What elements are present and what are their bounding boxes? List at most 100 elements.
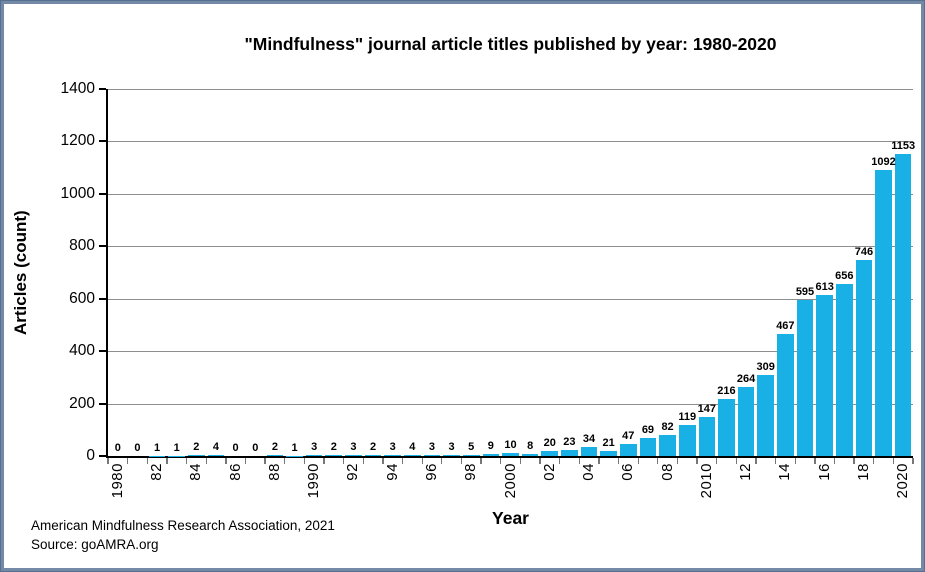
bar-value-label: 119	[678, 410, 697, 423]
x-tick	[912, 458, 914, 464]
x-tick-label: 02	[540, 463, 558, 481]
y-tick-label: 1000	[60, 184, 95, 202]
bar-value-label: 0	[114, 442, 121, 454]
bar-value-label: 0	[232, 442, 239, 454]
y-tick	[99, 140, 106, 143]
x-tick-label: 2000	[501, 463, 519, 499]
bar-value-label: 1092	[871, 155, 896, 168]
bar-value-label: 20	[543, 436, 556, 449]
x-tick-label: 1980	[108, 463, 126, 499]
y-tick-label: 200	[69, 394, 95, 412]
bar-value-label: 467	[776, 319, 795, 332]
bar-1994	[384, 455, 401, 456]
x-tick-label: 12	[737, 463, 755, 481]
y-tick	[99, 402, 106, 405]
bar-value-label: 3	[389, 441, 396, 454]
bar-1993	[364, 455, 382, 456]
y-tick-label: 800	[69, 237, 95, 255]
bar-2012	[737, 386, 755, 456]
x-tick-label: 86	[226, 463, 244, 481]
x-tick	[343, 458, 345, 464]
x-tick-label: 88	[265, 463, 283, 481]
bar-value-label: 21	[602, 436, 615, 449]
x-tick	[716, 458, 718, 464]
x-tick-label: 2010	[697, 463, 715, 499]
bar-2008	[659, 434, 676, 456]
bar-value-label: 309	[756, 361, 775, 373]
x-tick-label: 92	[344, 463, 362, 481]
x-tick	[853, 458, 855, 464]
x-tick-label: 84	[187, 463, 205, 481]
y-tick	[99, 245, 106, 248]
bar-value-label: 47	[622, 429, 635, 442]
gridline	[108, 89, 913, 90]
x-tick	[225, 458, 227, 464]
bar-2011	[718, 399, 735, 456]
y-tick-label: 1400	[60, 80, 95, 97]
x-tick-label: 98	[462, 463, 480, 481]
x-tick	[657, 458, 659, 464]
bar-2009	[678, 424, 696, 456]
x-axis-title: Year	[492, 508, 529, 528]
y-axis-labels: 0 200 400 600 800 1000 1200 1400	[35, 80, 95, 464]
bar-value-label: 8	[527, 439, 534, 452]
bar-1995	[404, 454, 421, 456]
x-tick-label: 06	[619, 463, 637, 481]
y-tick	[99, 88, 106, 90]
x-tick-label: 14	[776, 463, 794, 481]
x-tick	[146, 458, 148, 464]
bar-value-label: 5	[468, 440, 475, 453]
bar-value-label: 4	[212, 440, 220, 453]
x-tick	[382, 458, 384, 464]
bar-2015	[796, 300, 814, 456]
x-tick	[558, 458, 561, 464]
bar-value-label: 34	[582, 433, 596, 446]
x-tick	[460, 458, 463, 464]
bar-value-label: 4	[409, 440, 416, 453]
x-tick	[892, 458, 895, 464]
x-tick	[264, 458, 266, 464]
y-tick	[99, 192, 106, 195]
x-tick	[500, 458, 502, 464]
bar-value-label: 595	[795, 286, 815, 299]
bar-1984	[188, 455, 205, 456]
x-tick	[814, 458, 816, 464]
x-tick-label: 94	[383, 463, 401, 481]
bar-value-label: 3	[350, 441, 357, 454]
x-tick	[362, 458, 364, 464]
bar-value-label: 3	[428, 441, 436, 454]
bar-2014	[777, 333, 794, 456]
bar-1991	[325, 455, 343, 456]
x-tick	[421, 458, 423, 464]
bar-1996	[423, 455, 441, 456]
x-tick	[735, 458, 737, 464]
y-tick-label: 600	[69, 289, 95, 307]
bar-1985	[207, 454, 225, 456]
bar-2002	[541, 450, 559, 456]
x-tick	[185, 458, 188, 464]
x-tick	[166, 458, 168, 464]
bar-value-label: 264	[736, 372, 756, 385]
bar-value-label: 0	[252, 442, 259, 454]
bar-value-label: 2	[271, 441, 278, 454]
footer-source: Source: goAMRA.org	[31, 537, 159, 552]
y-tick	[99, 297, 106, 300]
bar-value-label: 69	[641, 423, 655, 436]
x-tick	[637, 458, 639, 464]
y-tick-label: 1200	[60, 132, 95, 150]
x-tick-label: 18	[854, 463, 872, 481]
x-tick	[303, 458, 306, 464]
bar-value-label: 2	[330, 441, 337, 454]
x-tick-label: 08	[658, 463, 676, 481]
gridline	[108, 298, 913, 300]
bar-value-label: 0	[134, 442, 141, 454]
bar-value-label: 147	[697, 403, 716, 416]
bar-2007	[639, 437, 657, 456]
x-tick	[519, 458, 521, 464]
footer-attribution: American Mindfulness Research Associatio…	[31, 518, 335, 533]
bar-value-label: 10	[504, 439, 517, 452]
x-tick-label: 04	[580, 463, 598, 481]
x-tick	[578, 458, 580, 464]
bar-2004	[580, 447, 598, 456]
